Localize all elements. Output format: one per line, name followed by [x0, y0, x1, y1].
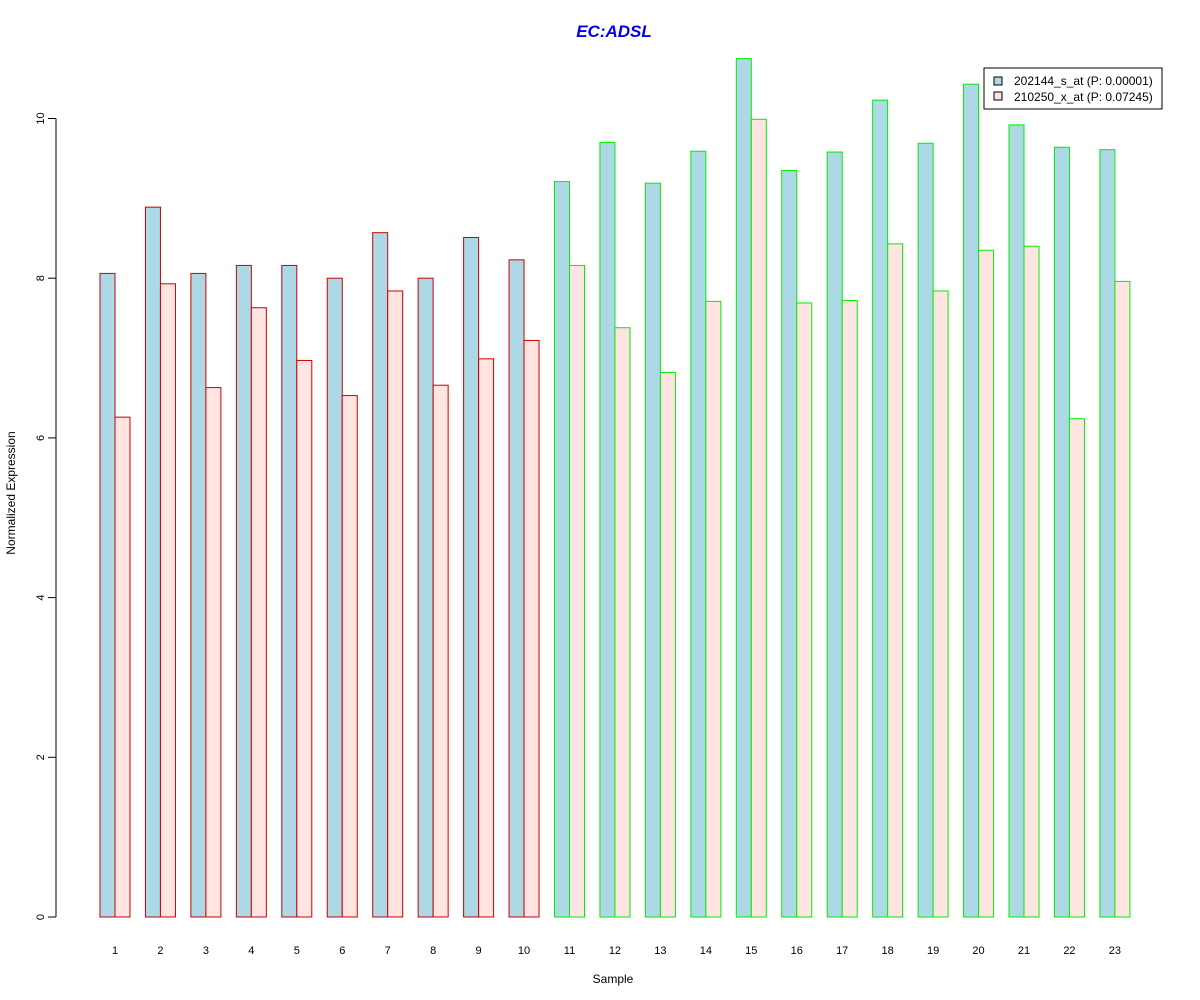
x-tick-label: 7	[385, 945, 391, 957]
bar-series-1-sample-6	[326, 277, 343, 918]
x-tick-label: 2	[157, 945, 163, 957]
bar-series-2-sample-19	[932, 290, 949, 918]
bar-series-1-sample-18	[872, 99, 889, 918]
y-axis-label: Normalized Expression	[4, 431, 18, 554]
x-tick-label: 19	[927, 945, 939, 957]
bar-series-1-sample-1	[99, 272, 116, 918]
x-tick-label: 3	[203, 945, 209, 957]
x-tick-label: 20	[972, 945, 984, 957]
bar-series-2-sample-14	[705, 300, 722, 918]
x-tick-label: 11	[564, 945, 575, 957]
bar-series-2-sample-3	[205, 387, 222, 918]
bar-series-1-sample-21	[1008, 124, 1025, 918]
x-tick-label: 12	[609, 945, 621, 957]
bar-series-2-sample-20	[978, 249, 995, 918]
x-tick-label: 14	[700, 945, 712, 957]
bar-series-2-sample-11	[569, 264, 585, 918]
bar-series-1-sample-14	[690, 150, 707, 918]
bar-series-2-sample-9	[478, 358, 495, 918]
bar-series-1-sample-16	[781, 169, 798, 918]
bar-series-2-sample-15	[750, 118, 767, 918]
x-tick-label: 5	[294, 945, 300, 957]
bar-series-1-sample-13	[644, 182, 661, 918]
y-tick-label: 4	[35, 595, 47, 601]
bar-series-2-sample-13	[659, 371, 676, 918]
y-tick-label: 6	[35, 435, 47, 441]
bar-series-2-sample-21	[1023, 245, 1040, 918]
bar-series-1-sample-20	[963, 83, 980, 918]
bar-series-1-sample-8	[417, 277, 434, 918]
bar-series-1-sample-7	[372, 232, 389, 918]
x-tick-labels: 1 2 3 4 5 6 7 8 9 10 11 12 13 14 15 16 17 18 19 20 21 22 23	[112, 945, 1121, 957]
bar-series-1-sample-22	[1053, 146, 1070, 918]
legend-swatch-series-2	[993, 91, 1003, 101]
legend-label-series-1: 202144_s_at (P: 0.00001)	[1014, 74, 1153, 88]
x-tick-label: 9	[476, 945, 482, 957]
bar-series-1-sample-17	[826, 151, 843, 918]
legend: 202144_s_at (P: 0.00001) 210250_x_at (P:…	[983, 67, 1163, 110]
y-tick-label: 0	[35, 914, 47, 920]
bar-series-1-sample-15	[735, 58, 752, 918]
bar-series-1-sample-9	[463, 236, 480, 918]
bar-series-2-sample-16	[796, 302, 813, 918]
bar-series-1-sample-11	[554, 181, 570, 918]
bar-series-1-sample-19	[917, 142, 934, 918]
x-tick-label: 15	[745, 945, 757, 957]
y-tick-label: 8	[35, 275, 47, 281]
x-tick-label: 23	[1109, 945, 1121, 957]
x-tick-label: 17	[836, 945, 848, 957]
bar-series-2-sample-8	[432, 384, 449, 918]
x-tick-label: 21	[1018, 945, 1030, 957]
bar-series-2-sample-23	[1114, 280, 1131, 918]
x-tick-label: 13	[654, 945, 666, 957]
x-tick-label: 1	[112, 945, 118, 957]
bar-series-1-sample-2	[144, 206, 161, 918]
bar-series-1-sample-5	[281, 264, 298, 918]
bar-series-2-sample-4	[250, 307, 267, 918]
bar-series-2-sample-12	[614, 327, 631, 918]
y-tick-label: 10	[35, 112, 47, 124]
x-tick-label: 22	[1063, 945, 1075, 957]
bar-series-2-sample-5	[296, 359, 313, 918]
y-axis: 0 2 4 6 8 10	[35, 112, 57, 920]
legend-label-series-2: 210250_x_at (P: 0.07245)	[1014, 90, 1153, 104]
x-tick-label: 6	[339, 945, 345, 957]
x-tick-label: 16	[791, 945, 803, 957]
bar-series-1-sample-23	[1099, 149, 1116, 918]
x-tick-label: 8	[430, 945, 436, 957]
bar-series-2-sample-18	[887, 243, 904, 918]
bars-group	[99, 58, 1131, 918]
bar-series-2-sample-17	[841, 300, 858, 918]
y-tick-label: 2	[35, 754, 47, 760]
bar-series-1-sample-10	[508, 259, 525, 918]
x-tick-label: 4	[248, 945, 254, 957]
bar-series-1-sample-4	[235, 264, 252, 918]
x-axis-label: Sample	[593, 972, 634, 986]
bar-series-1-sample-3	[190, 272, 207, 918]
x-tick-label: 10	[518, 945, 530, 957]
bar-series-2-sample-10	[523, 339, 540, 918]
legend-box	[983, 67, 1163, 110]
chart-title: EC:ADSL	[576, 22, 652, 41]
bar-series-1-sample-12	[599, 141, 616, 918]
bar-series-2-sample-7	[387, 290, 404, 918]
bar-series-2-sample-2	[159, 283, 176, 918]
bar-series-2-sample-6	[341, 395, 358, 918]
legend-swatch-series-1	[993, 76, 1003, 86]
x-tick-label: 18	[882, 945, 894, 957]
bar-series-2-sample-1	[114, 416, 131, 918]
bar-series-2-sample-22	[1068, 418, 1085, 918]
